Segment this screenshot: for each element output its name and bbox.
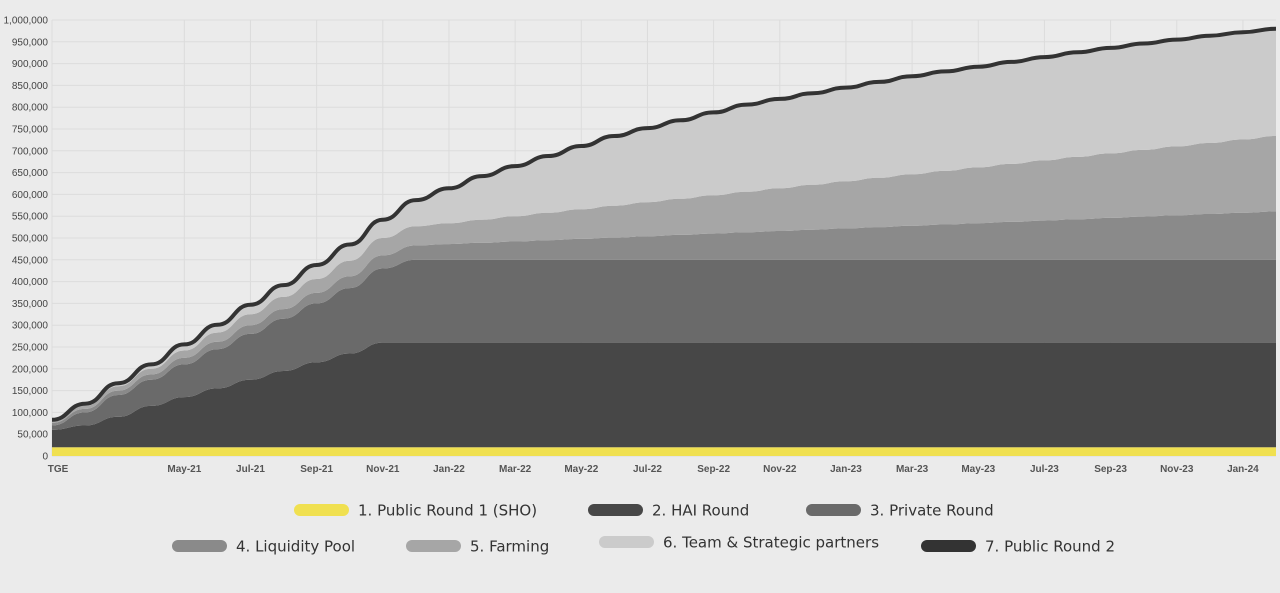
x-tick-label: Nov-22: [763, 464, 797, 475]
legend-item-7-public-round-2: 7. Public Round 2: [921, 538, 1115, 556]
x-tick-label: Jul-23: [1030, 464, 1059, 475]
legend-item-3-private-round: 3. Private Round: [806, 502, 994, 520]
legend-swatch: [921, 540, 976, 552]
y-tick-label: 50,000: [17, 430, 48, 441]
y-tick-label: 400,000: [12, 277, 49, 288]
y-tick-label: 0: [42, 452, 48, 463]
legend-label: 7. Public Round 2: [985, 538, 1115, 556]
y-tick-label: 250,000: [12, 343, 49, 354]
legend-label: 6. Team & Strategic partners: [663, 534, 879, 552]
x-tick-label: Sep-23: [1094, 464, 1127, 475]
legend-swatch: [806, 504, 861, 516]
legend: 1. Public Round 1 (SHO) 2. HAI Round 3. Pr…: [172, 502, 1115, 556]
x-tick-label: May-22: [564, 464, 598, 475]
y-tick-label: 550,000: [12, 212, 49, 223]
area-5-farming: [52, 136, 1276, 423]
x-tick-label: Sep-21: [300, 464, 333, 475]
y-tick-label: 750,000: [12, 125, 49, 136]
x-tick-label: Nov-21: [366, 464, 400, 475]
y-tick-label: 150,000: [12, 386, 49, 397]
legend-swatch: [294, 504, 349, 516]
legend-label: 1. Public Round 1 (SHO): [358, 502, 537, 520]
legend-swatch: [599, 536, 654, 548]
y-tick-label: 950,000: [12, 37, 49, 48]
y-tick-label: 200,000: [12, 364, 49, 375]
y-tick-label: 1,000,000: [4, 16, 49, 27]
x-tick-label: Jul-22: [633, 464, 662, 475]
series-lines: [51, 26, 1277, 422]
y-axis: 0 50,000 100,000 150,000 200,000 250,000 300,0…: [4, 16, 49, 463]
x-tick-label: Jan-22: [433, 464, 465, 475]
legend-item-6-team-strategic-partners: 6. Team & Strategic partners: [599, 534, 879, 552]
x-tick-label: Nov-23: [1160, 464, 1194, 475]
y-tick-label: 850,000: [12, 81, 49, 92]
y-tick-label: 450,000: [12, 255, 49, 266]
legend-item-5-farming: 5. Farming: [406, 538, 549, 556]
y-tick-label: 350,000: [12, 299, 49, 310]
x-tick-label: TGE: [48, 464, 69, 475]
y-tick-label: 300,000: [12, 321, 49, 332]
y-tick-label: 900,000: [12, 59, 49, 70]
x-tick-label: Jan-23: [830, 464, 862, 475]
y-tick-label: 100,000: [12, 408, 49, 419]
x-tick-label: Jul-21: [236, 464, 265, 475]
area-2-hai-round: [52, 342, 1276, 448]
x-tick-label: Mar-23: [896, 464, 929, 475]
legend-item-4-liquidity-pool: 4. Liquidity Pool: [172, 538, 355, 556]
line-7-public-round-2: [51, 26, 1277, 422]
x-tick-label: Sep-22: [697, 464, 730, 475]
y-tick-label: 500,000: [12, 234, 49, 245]
legend-label: 2. HAI Round: [652, 502, 749, 520]
stacked-areas: [52, 28, 1276, 456]
legend-swatch: [406, 540, 461, 552]
area-4-liquidity-pool: [52, 211, 1276, 426]
legend-swatch: [172, 540, 227, 552]
y-tick-label: 700,000: [12, 146, 49, 157]
legend-swatch: [588, 504, 643, 516]
y-tick-label: 650,000: [12, 168, 49, 179]
x-tick-label: Mar-22: [499, 464, 532, 475]
legend-item-2-hai-round: 2. HAI Round: [588, 502, 749, 520]
area-3-private-round: [52, 259, 1276, 430]
x-tick-label: Jan-24: [1227, 464, 1259, 475]
x-tick-label: May-23: [961, 464, 995, 475]
x-tick-label: May-21: [167, 464, 201, 475]
area-1-public-round-1-sho: [52, 447, 1276, 456]
legend-label: 5. Farming: [470, 538, 549, 556]
y-tick-label: 600,000: [12, 190, 49, 201]
legend-item-1-public-round-1-sho: 1. Public Round 1 (SHO): [294, 502, 537, 520]
y-tick-label: 800,000: [12, 103, 49, 114]
area-6-team-strategic-partners: [52, 28, 1276, 422]
x-axis: TGE May-21 Jul-21 Sep-21 Nov-21 Jan-22 Mar-22 M…: [48, 464, 1259, 475]
legend-label: 3. Private Round: [870, 502, 994, 520]
legend-label: 4. Liquidity Pool: [236, 538, 355, 556]
